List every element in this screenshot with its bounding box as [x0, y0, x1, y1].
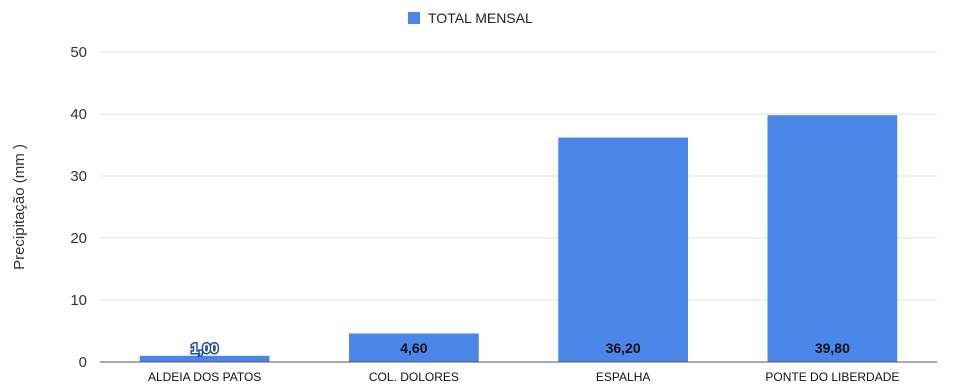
legend-label: TOTAL MENSAL	[428, 10, 533, 26]
data-label: 4,60	[400, 340, 427, 356]
data-label: 39,80	[815, 340, 850, 356]
bar-4[interactable]	[767, 115, 898, 363]
y-tick-label: 40	[70, 106, 87, 123]
bar-3[interactable]	[558, 137, 688, 362]
y-tick-label: 0	[79, 354, 87, 371]
data-labels: 1,00 4,60 36,20 39,80	[190, 339, 851, 358]
y-tick-label: 50	[70, 44, 87, 61]
x-tick-label: ALDEIA DOS PATOS	[148, 370, 261, 384]
data-label: 1,00	[191, 340, 218, 356]
y-tick-label: 30	[70, 168, 87, 185]
legend-swatch	[408, 12, 420, 24]
legend[interactable]: TOTAL MENSAL	[408, 10, 533, 26]
bar-2[interactable]	[349, 333, 479, 362]
x-tick-label: PONTE DO LIBERDADE	[765, 370, 899, 384]
bar-1[interactable]	[139, 355, 270, 362]
x-tick-label: ESPALHA	[596, 370, 650, 384]
data-label: 36,20	[606, 340, 641, 356]
y-axis-label: Precipitação (mm )	[11, 144, 28, 270]
y-tick-label: 20	[70, 230, 87, 247]
x-tick-label: COL. DOLORES	[369, 370, 459, 384]
y-tick-label: 10	[70, 292, 87, 309]
y-axis-ticks: 0 10 20 30 40 50	[70, 44, 87, 371]
x-axis-labels: ALDEIA DOS PATOS COL. DOLORES ESPALHA PONTE…	[148, 370, 899, 384]
bars	[139, 115, 898, 363]
